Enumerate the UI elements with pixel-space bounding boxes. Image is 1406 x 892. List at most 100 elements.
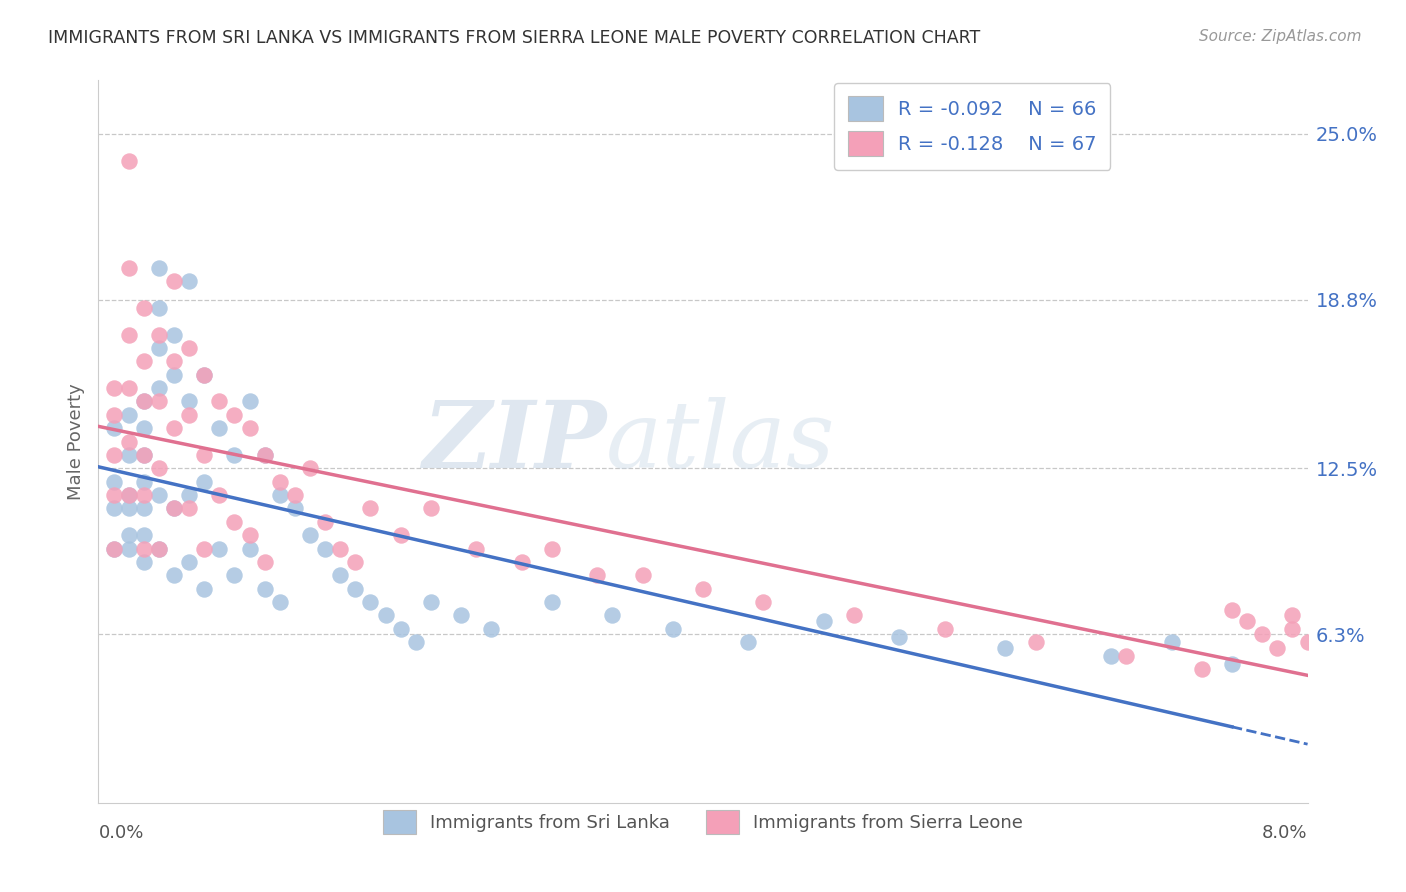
Point [208, 421, 231, 435]
Point [344, 555, 367, 569]
Point [163, 354, 186, 368]
Point [118, 448, 141, 462]
Point [253, 582, 276, 596]
Point [481, 622, 503, 636]
Point [132, 448, 155, 462]
Point [103, 501, 125, 516]
Point [360, 501, 382, 516]
Point [193, 541, 215, 556]
Point [314, 541, 336, 556]
Point [118, 408, 141, 422]
Point [284, 488, 307, 502]
Point [118, 381, 141, 395]
Point [132, 528, 155, 542]
Point [163, 421, 186, 435]
Point [163, 274, 186, 288]
Point [844, 608, 866, 623]
Point [132, 541, 155, 556]
Point [103, 448, 125, 462]
Point [179, 274, 201, 288]
Point [510, 555, 533, 569]
Point [1191, 662, 1213, 676]
Point [118, 488, 141, 502]
Y-axis label: Male Poverty: Male Poverty [66, 384, 84, 500]
Point [405, 635, 427, 649]
Point [193, 368, 215, 382]
Point [179, 555, 201, 569]
Point [193, 475, 215, 489]
Point [239, 421, 262, 435]
Point [118, 528, 141, 542]
Text: 8.0%: 8.0% [1263, 824, 1308, 842]
Point [148, 301, 170, 315]
Point [314, 515, 336, 529]
Point [118, 434, 141, 449]
Point [163, 327, 186, 342]
Point [148, 341, 170, 355]
Point [179, 408, 201, 422]
Point [1236, 614, 1258, 628]
Point [1160, 635, 1182, 649]
Text: atlas: atlas [606, 397, 835, 486]
Point [374, 608, 396, 623]
Point [103, 381, 125, 395]
Point [586, 568, 609, 582]
Point [389, 622, 412, 636]
Point [118, 260, 141, 275]
Point [1251, 627, 1274, 641]
Point [148, 488, 170, 502]
Text: IMMIGRANTS FROM SRI LANKA VS IMMIGRANTS FROM SIERRA LEONE MALE POVERTY CORRELATI: IMMIGRANTS FROM SRI LANKA VS IMMIGRANTS … [48, 29, 980, 46]
Point [1025, 635, 1047, 649]
Point [132, 448, 155, 462]
Point [1296, 635, 1319, 649]
Point [103, 408, 125, 422]
Point [132, 394, 155, 409]
Point [661, 622, 683, 636]
Point [1220, 603, 1243, 617]
Point [360, 595, 382, 609]
Point [132, 555, 155, 569]
Point [329, 568, 352, 582]
Point [163, 368, 186, 382]
Point [193, 582, 215, 596]
Point [692, 582, 714, 596]
Point [465, 541, 488, 556]
Point [193, 368, 215, 382]
Point [602, 608, 624, 623]
Point [752, 595, 775, 609]
Point [1115, 648, 1137, 663]
Point [239, 394, 262, 409]
Point [344, 582, 367, 596]
Point [132, 394, 155, 409]
Point [103, 475, 125, 489]
Point [224, 448, 246, 462]
Point [118, 327, 141, 342]
Point [1281, 608, 1303, 623]
Point [239, 528, 262, 542]
Point [269, 475, 291, 489]
Point [299, 461, 322, 475]
Point [239, 541, 262, 556]
Point [148, 260, 170, 275]
Point [118, 153, 141, 168]
Point [420, 501, 443, 516]
Point [148, 541, 170, 556]
Point [179, 341, 201, 355]
Point [329, 541, 352, 556]
Point [994, 640, 1017, 655]
Point [163, 568, 186, 582]
Point [1099, 648, 1122, 663]
Point [269, 595, 291, 609]
Point [420, 595, 443, 609]
Point [132, 501, 155, 516]
Point [208, 488, 231, 502]
Point [224, 568, 246, 582]
Point [284, 501, 307, 516]
Point [193, 448, 215, 462]
Point [269, 488, 291, 502]
Point [103, 488, 125, 502]
Point [224, 408, 246, 422]
Point [224, 515, 246, 529]
Point [813, 614, 835, 628]
Legend: Immigrants from Sri Lanka, Immigrants from Sierra Leone: Immigrants from Sri Lanka, Immigrants fr… [368, 796, 1038, 848]
